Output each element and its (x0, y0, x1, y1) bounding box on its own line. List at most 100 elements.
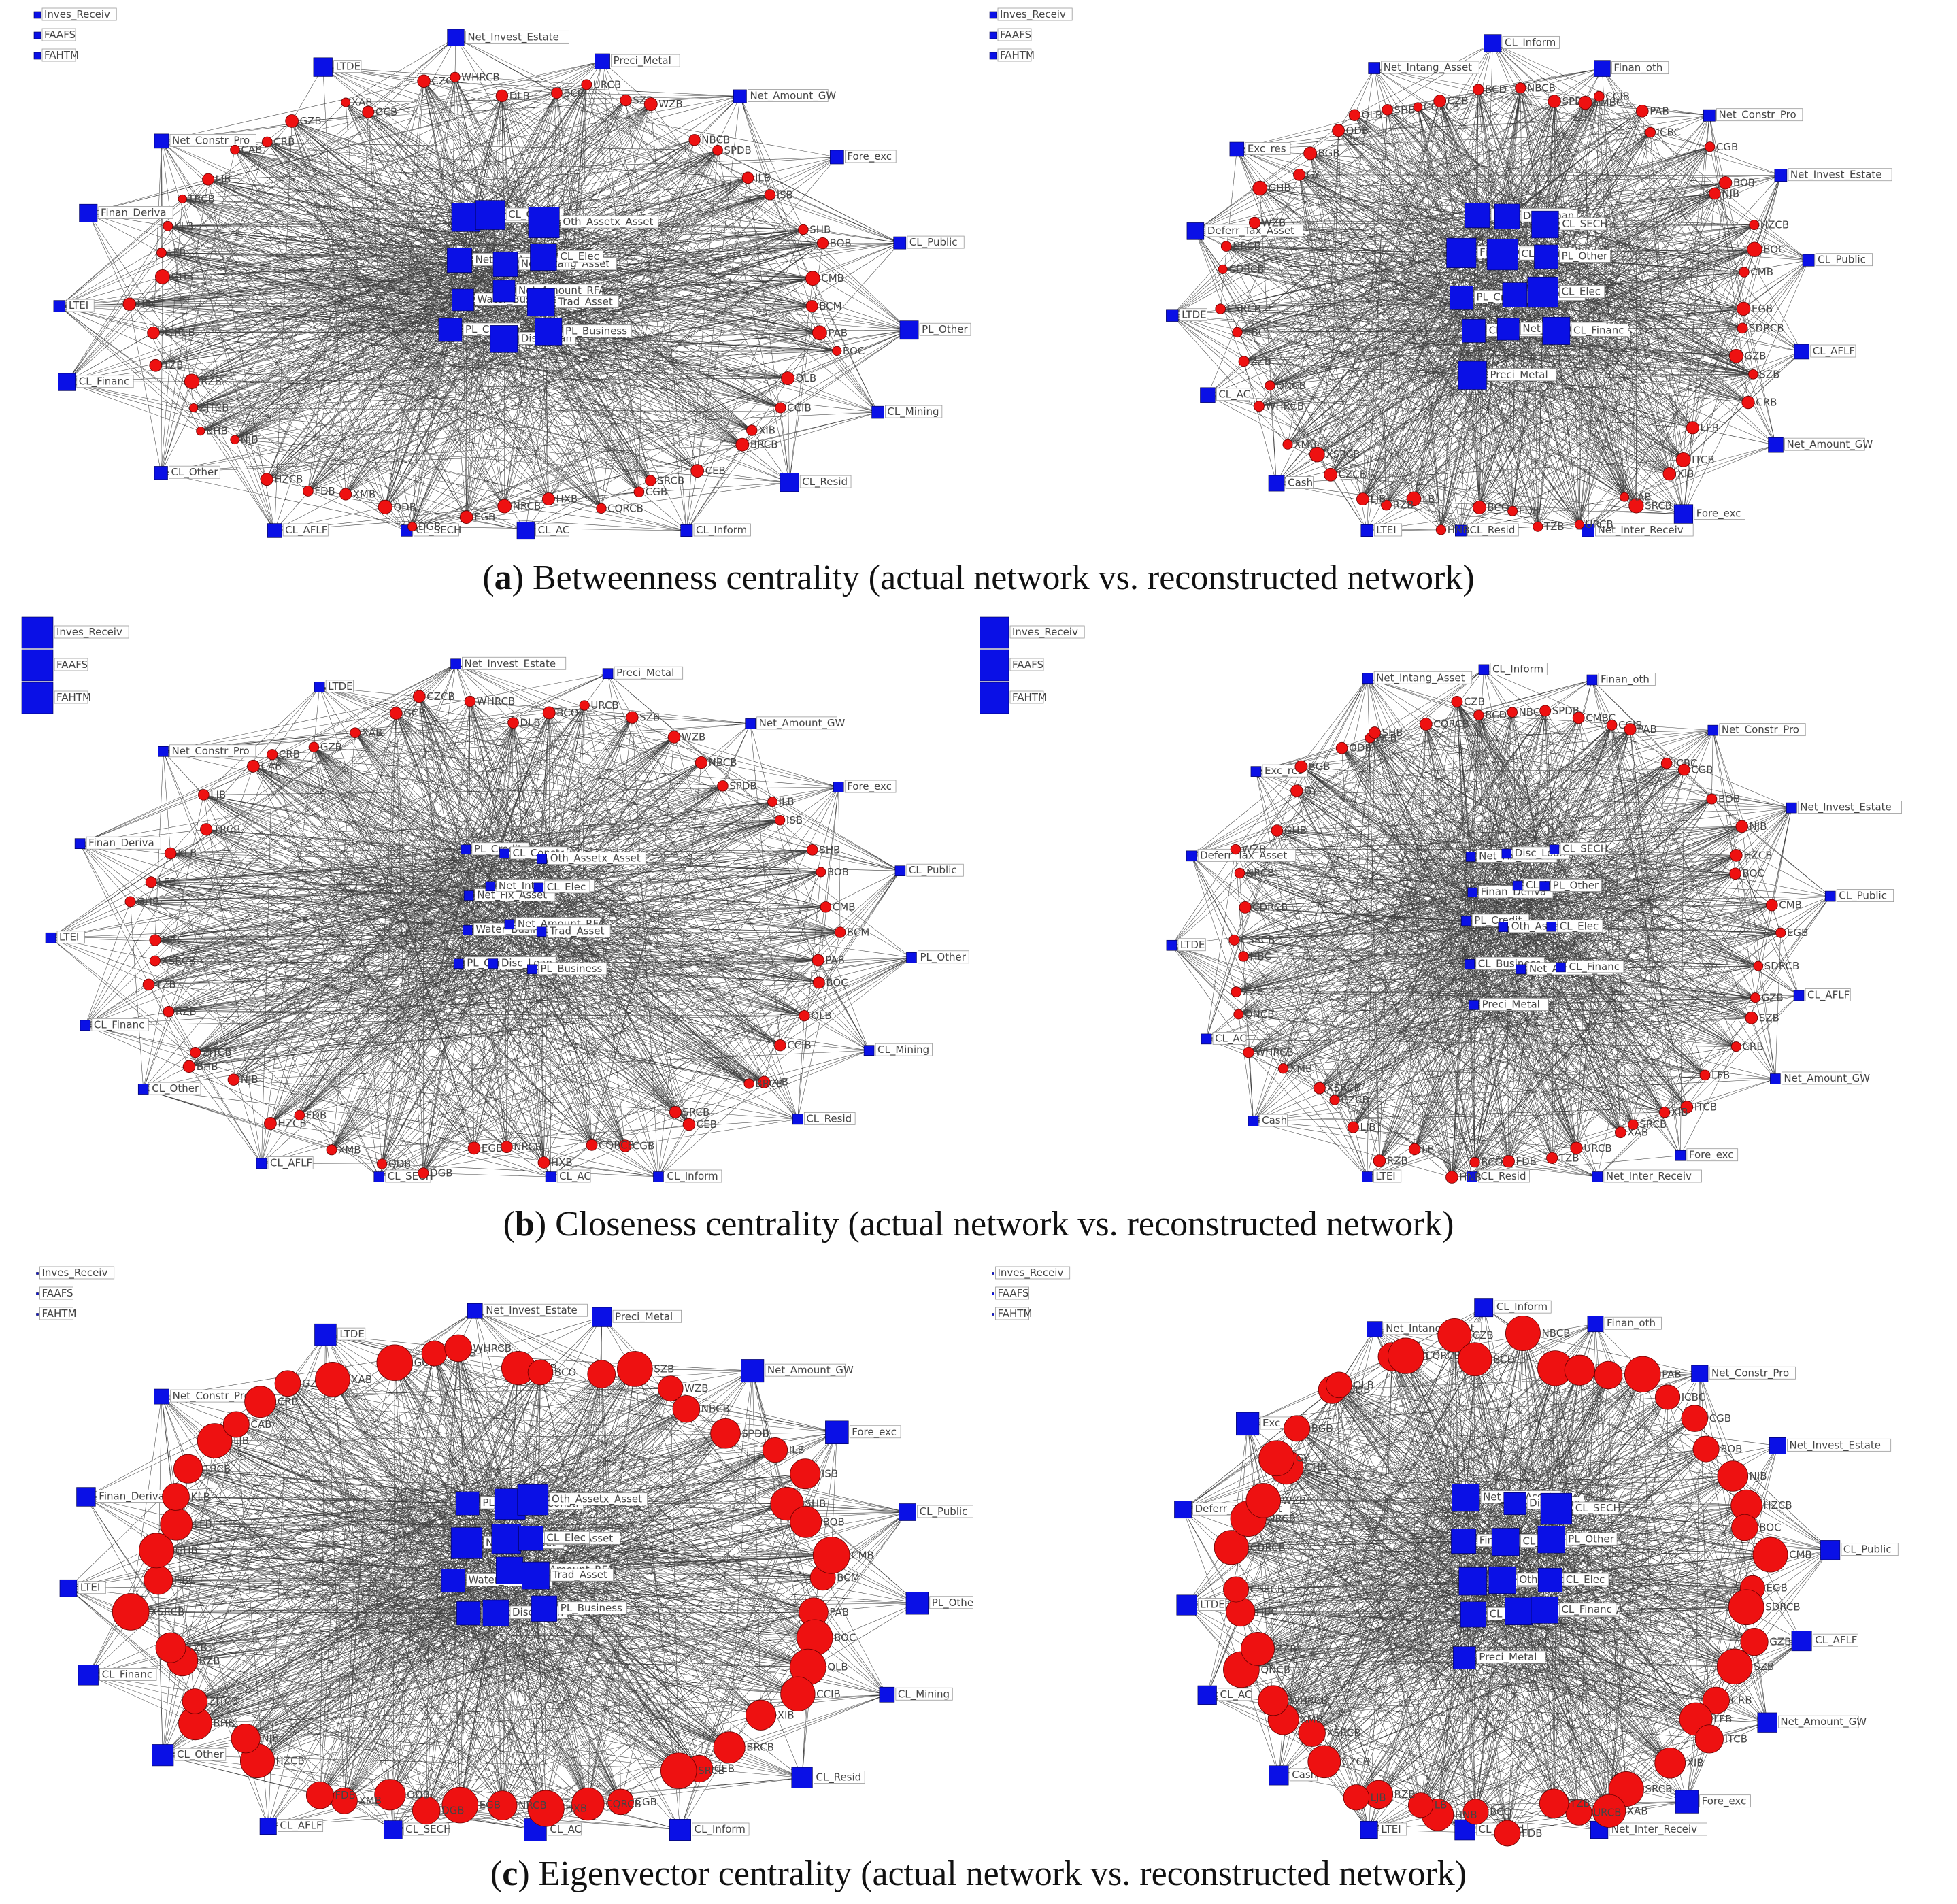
node-label: BOC (1759, 1522, 1781, 1534)
bank-node-gzb: GZB (285, 114, 322, 128)
node-label: XIB (1677, 468, 1694, 480)
node-label: XMB (358, 1794, 382, 1807)
node-label: FAHTM (56, 691, 91, 703)
bank-circle (459, 510, 473, 524)
node-label: CQRCB (1433, 718, 1469, 731)
bank-circle (537, 1156, 550, 1169)
bank-circle (1681, 1405, 1709, 1432)
item-square (1458, 361, 1487, 390)
item-square (1166, 939, 1177, 951)
bank-circle (149, 934, 161, 946)
label-box (1699, 1794, 1751, 1808)
bank-node-hbc: HBC (122, 297, 158, 311)
node-label: WHRCB (461, 71, 500, 83)
node-label: CL_AFLF (270, 1156, 312, 1169)
bank-circle (812, 1536, 850, 1574)
label-box (799, 475, 852, 488)
bank-node-crb: CRB (244, 1386, 299, 1418)
bank-circle (1748, 369, 1758, 380)
bank-node-shb: SHB (1382, 103, 1416, 116)
node-label: GHB (175, 1544, 198, 1556)
bank-node-cmb: CMB (1765, 899, 1802, 912)
bank-node-xib: XIB (1654, 1747, 1704, 1779)
bank-node-czcb: CZCB (1324, 467, 1367, 482)
label-box (1494, 1300, 1552, 1314)
item-square (80, 1020, 91, 1031)
bank-circle (1271, 824, 1284, 837)
bank-node-cgb: CGB (1705, 141, 1738, 153)
bank-circle (308, 741, 320, 752)
item-square (1486, 239, 1518, 271)
bank-circle (294, 1109, 305, 1121)
label-box (692, 1822, 750, 1836)
bank-circle (551, 87, 563, 99)
label-box (1381, 61, 1479, 74)
node-label: FAHTM (42, 1307, 77, 1320)
item-node-net-constr-pro: Net_Constr_Pro (1691, 1365, 1796, 1382)
bank-node-isb: ISB (764, 188, 793, 201)
item-node-faafs: FAAFS (989, 28, 1032, 41)
node-label: BOB (830, 237, 852, 250)
node-label: BHB (206, 425, 228, 437)
node-label: LTDE (336, 61, 361, 73)
bank-circle (1578, 95, 1592, 110)
bank-node-qlb: QLB (1326, 1371, 1374, 1399)
item-square (1824, 890, 1836, 902)
item-square (1269, 1765, 1289, 1786)
label-box (995, 1266, 1071, 1280)
item-node-oth-assetx-asset: Oth_Assetx_Asset (537, 852, 646, 865)
node-label: SZB (654, 1363, 674, 1375)
bank-node-bgb: BGB (1284, 1415, 1333, 1442)
item-node-cl-resid: CL_Resid (791, 1767, 865, 1789)
node-label: Net_Intang_Asset (1376, 671, 1465, 684)
bank-circle (274, 1370, 301, 1397)
label-box (917, 1505, 973, 1518)
node-label: ISB (822, 1468, 838, 1480)
bank-node-bcd: BCD (1473, 709, 1507, 721)
label-box (1559, 250, 1611, 263)
item-square (1546, 921, 1557, 932)
bank-circle (1494, 1820, 1521, 1847)
bank-node-fdb: FDB (1502, 1155, 1537, 1168)
item-square (492, 252, 518, 277)
item-square (463, 890, 474, 901)
bank-node-pab: PAB (1635, 105, 1669, 118)
item-square (314, 1323, 337, 1346)
label-box (1563, 1573, 1609, 1586)
bank-circle (1737, 322, 1748, 334)
node-label: BGB (1318, 148, 1340, 160)
bank-circle (1214, 1530, 1249, 1565)
network-a-actual: Inves_Receiv FAAFS FAHTM LTDE Net_Invest_Est… (33, 7, 971, 540)
bank-node-ghb: GHB (139, 1533, 198, 1569)
item-square (980, 616, 1009, 649)
node-label: HZCB (1760, 219, 1789, 231)
node-label: EGB (1767, 1582, 1788, 1594)
node-label: QLB (1376, 732, 1396, 744)
item-node-cl-public: CL_Public (1820, 1540, 1899, 1560)
node-label: FAHTM (998, 1307, 1033, 1320)
bank-node-qdb: QDB (1332, 124, 1369, 137)
item-square (1360, 1820, 1378, 1839)
item-node-inves-receiv: Inves_Receiv (36, 1266, 115, 1280)
node-label: GHB (1284, 824, 1307, 837)
item-node-cl-mining: CL_Mining (879, 1686, 953, 1703)
item-node-fahtm: FAHTM (33, 48, 79, 62)
bank-circle (713, 1731, 746, 1764)
node-label: WHRCB (477, 695, 516, 707)
label-box (1177, 938, 1206, 952)
bank-circle (1294, 760, 1308, 773)
node-label: CL_AC (538, 524, 570, 537)
node-label: PL_Other (1562, 250, 1608, 263)
bank-node-xmb: XMB (1282, 438, 1317, 450)
node-label: Trad_Asset (552, 1569, 607, 1582)
bank-circle (315, 1362, 350, 1397)
bank-circle (812, 325, 827, 341)
bank-circle (495, 89, 509, 103)
node-label: EGB (480, 1799, 501, 1811)
label-box (1557, 919, 1603, 933)
bank-node-nbcb: NBCB (688, 134, 730, 146)
node-label: SPDB (1552, 705, 1579, 717)
label-box (544, 880, 590, 894)
label-box (1609, 1822, 1707, 1836)
item-node-cl-public: CL_Public (893, 235, 965, 250)
